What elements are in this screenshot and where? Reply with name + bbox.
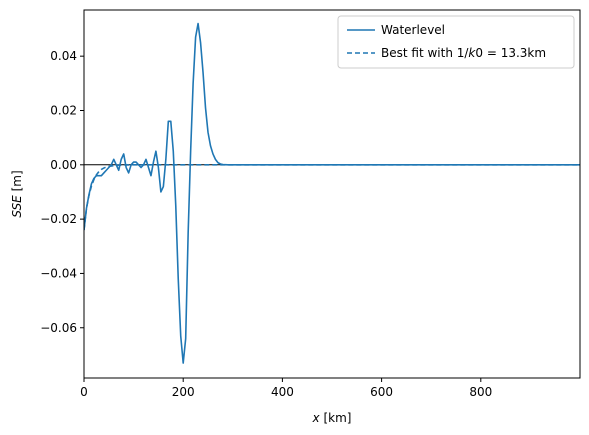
y-tick-label: 0.04 — [50, 49, 77, 63]
legend-label-best-fit: Best fit with 1/k0 = 13.3km — [381, 46, 546, 60]
x-tick-label: 400 — [271, 385, 294, 399]
y-tick-label: −0.06 — [40, 321, 77, 335]
x-axis-ticks: 0 200 400 600 800 — [80, 378, 492, 399]
x-tick-label: 0 — [80, 385, 88, 399]
series-line-waterlevel — [84, 22, 580, 364]
x-tick-label: 600 — [370, 385, 393, 399]
plot-area — [84, 22, 580, 364]
x-tick-label: 200 — [172, 385, 195, 399]
y-axis-label: SSE [m] — [10, 170, 24, 217]
legend: Waterlevel Best fit with 1/k0 = 13.3km — [337, 15, 575, 69]
y-tick-label: −0.04 — [40, 266, 77, 280]
x-tick-label: 800 — [469, 385, 492, 399]
x-axis-label: x [km] — [312, 411, 352, 425]
legend-box — [337, 15, 575, 69]
y-axis-ticks: 0.04 0.02 0.00 −0.02 −0.04 −0.06 — [40, 49, 84, 335]
y-tick-label: 0.00 — [50, 158, 77, 172]
series-line-best-fit — [84, 164, 580, 231]
y-tick-label: 0.02 — [50, 103, 77, 117]
y-tick-label: −0.02 — [40, 212, 77, 226]
series-layer — [84, 22, 580, 364]
plot-frame — [83, 9, 581, 379]
legend-label-waterlevel: Waterlevel — [381, 23, 445, 37]
